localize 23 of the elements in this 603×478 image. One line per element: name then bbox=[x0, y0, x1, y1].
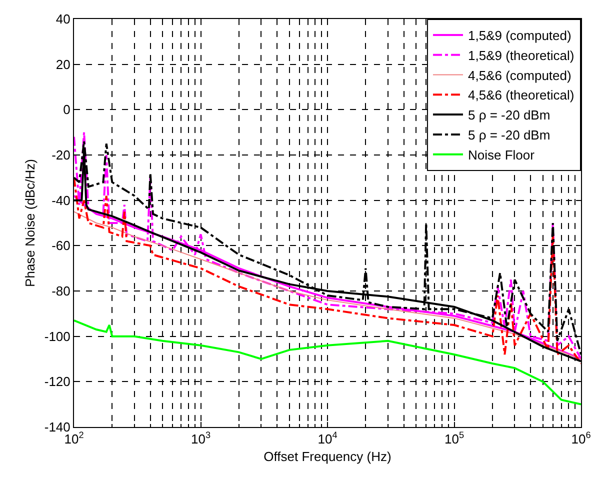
legend-label: 5 ρ = -20 dBm bbox=[468, 128, 550, 143]
y-tick-label: -80 bbox=[52, 284, 70, 299]
x-tick-label: 10$^{3}$ bbox=[190, 430, 211, 447]
y-tick-label: 40 bbox=[56, 12, 70, 27]
y-tick-label: -20 bbox=[52, 148, 70, 163]
y-axis-title: Phase Noise (dBc/Hz) bbox=[22, 159, 38, 287]
y-tick-label: -140 bbox=[44, 420, 70, 435]
legend-label: 4,5&6 (computed) bbox=[468, 68, 572, 83]
y-tick-label: -120 bbox=[44, 374, 70, 390]
legend-label: 1,5&9 (computed) bbox=[468, 28, 572, 44]
y-tick-label: -60 bbox=[52, 238, 70, 254]
y-tick-label: 20 bbox=[56, 56, 70, 72]
x-tick-label: 10$^{5}$ bbox=[444, 430, 464, 447]
y-tick-label: 0 bbox=[63, 102, 70, 118]
legend-label: 1,5&9 (theoretical) bbox=[468, 48, 574, 63]
legend-label: Noise Floor bbox=[468, 147, 536, 162]
x-axis-title: Offset Frequency (Hz) bbox=[264, 449, 392, 464]
legend-label: 4,5&6 (theoretical) bbox=[468, 88, 574, 103]
y-tick-label: -40 bbox=[52, 192, 70, 208]
x-tick-label: 10$^{6}$ bbox=[571, 430, 591, 447]
y-tick-label: -100 bbox=[44, 328, 70, 344]
x-tick-label: 10$^{4}$ bbox=[318, 430, 338, 447]
legend-label: 5 ρ = -20 dBm bbox=[468, 108, 550, 123]
